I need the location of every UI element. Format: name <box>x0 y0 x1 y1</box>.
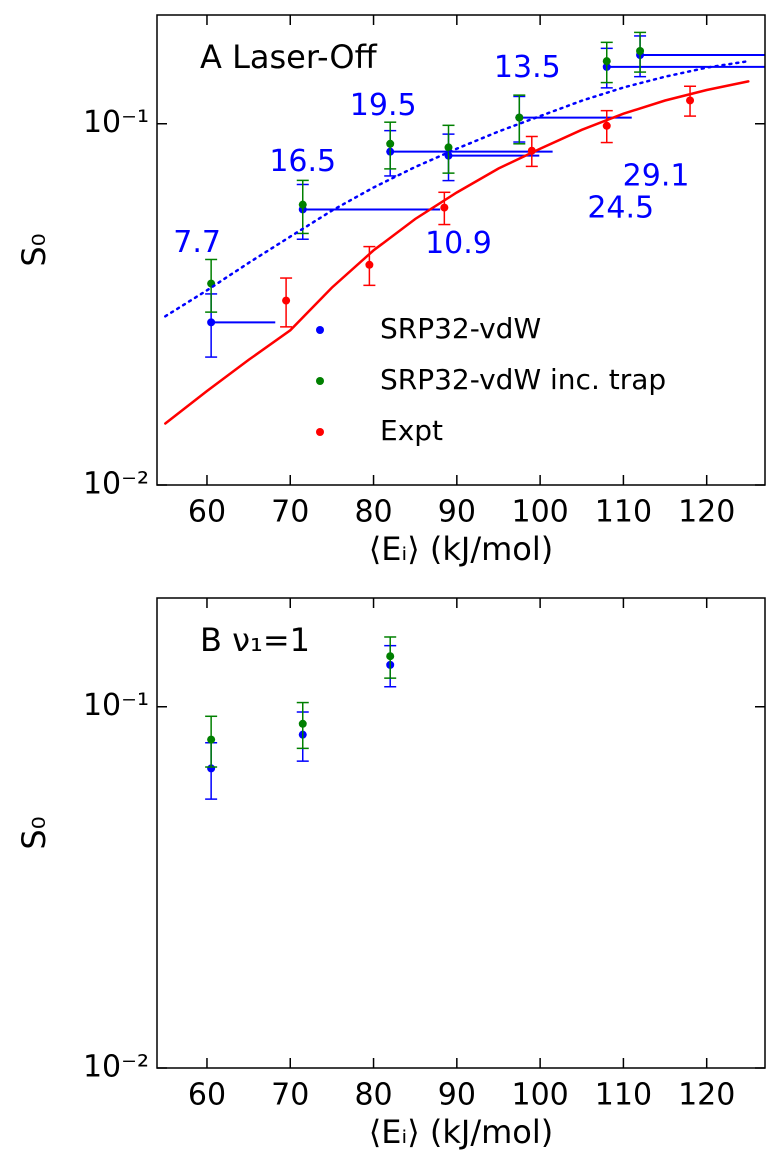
point <box>444 143 453 152</box>
legend-label: SRP32-vdW <box>380 312 541 345</box>
spread-label: 13.5 <box>494 50 561 85</box>
spread-label: 16.5 <box>269 144 336 179</box>
x-tick-label: 100 <box>511 1078 568 1113</box>
spread-label: 10.9 <box>425 226 492 261</box>
plot-frame <box>156 14 766 486</box>
plot-area <box>205 636 397 800</box>
point <box>207 735 216 744</box>
x-tick-label: 110 <box>595 495 652 530</box>
legend-marker <box>316 377 324 385</box>
point <box>207 318 216 327</box>
fit-line <box>164 80 750 425</box>
x-tick-label: 120 <box>678 495 735 530</box>
y-tick-label: 10⁻¹ <box>83 105 149 140</box>
point <box>298 719 307 728</box>
x-tick-label: 60 <box>188 495 226 530</box>
x-tick-label: 100 <box>511 495 568 530</box>
panel-title: A Laser-Off <box>200 38 378 76</box>
point <box>282 296 291 305</box>
point <box>386 652 395 661</box>
y-tick-label: 10⁻¹ <box>83 688 149 723</box>
spread-label: 19.5 <box>350 88 417 123</box>
point <box>440 203 449 212</box>
panel-title: B ν₁=1 <box>200 621 310 659</box>
x-tick-label: 60 <box>188 1078 226 1113</box>
point <box>636 46 645 55</box>
y-tick-label: 10⁻² <box>83 1050 149 1085</box>
point <box>602 121 611 130</box>
plot-area <box>164 31 765 425</box>
fit-line <box>164 59 750 318</box>
x-tick-label: 80 <box>354 1078 392 1113</box>
point <box>602 57 611 66</box>
point <box>386 139 395 148</box>
legend-marker <box>316 326 324 334</box>
y-tick-label: 10⁻² <box>83 467 149 502</box>
legend-marker <box>316 428 324 436</box>
x-axis-label: ⟨Eᵢ⟩ (kJ/mol) <box>369 1113 553 1151</box>
point <box>686 96 695 105</box>
x-tick-label: 90 <box>438 1078 476 1113</box>
x-tick-label: 120 <box>678 1078 735 1113</box>
x-tick-label: 70 <box>271 1078 309 1113</box>
spread-label: 7.7 <box>173 225 221 260</box>
x-tick-label: 110 <box>595 1078 652 1113</box>
x-tick-label: 90 <box>438 495 476 530</box>
spread-label: 24.5 <box>587 190 654 225</box>
plot-frame <box>156 597 766 1069</box>
x-tick-label: 70 <box>271 495 309 530</box>
legend-label: Expt <box>380 414 443 447</box>
spread-label: 29.1 <box>623 158 690 193</box>
point <box>365 260 374 269</box>
point <box>515 113 524 122</box>
x-axis-label: ⟨Eᵢ⟩ (kJ/mol) <box>369 530 553 568</box>
y-axis-label: S₀ <box>15 816 53 849</box>
y-axis-label: S₀ <box>15 233 53 266</box>
legend-label: SRP32-vdW inc. trap <box>380 363 666 396</box>
point <box>298 200 307 209</box>
x-tick-label: 80 <box>354 495 392 530</box>
